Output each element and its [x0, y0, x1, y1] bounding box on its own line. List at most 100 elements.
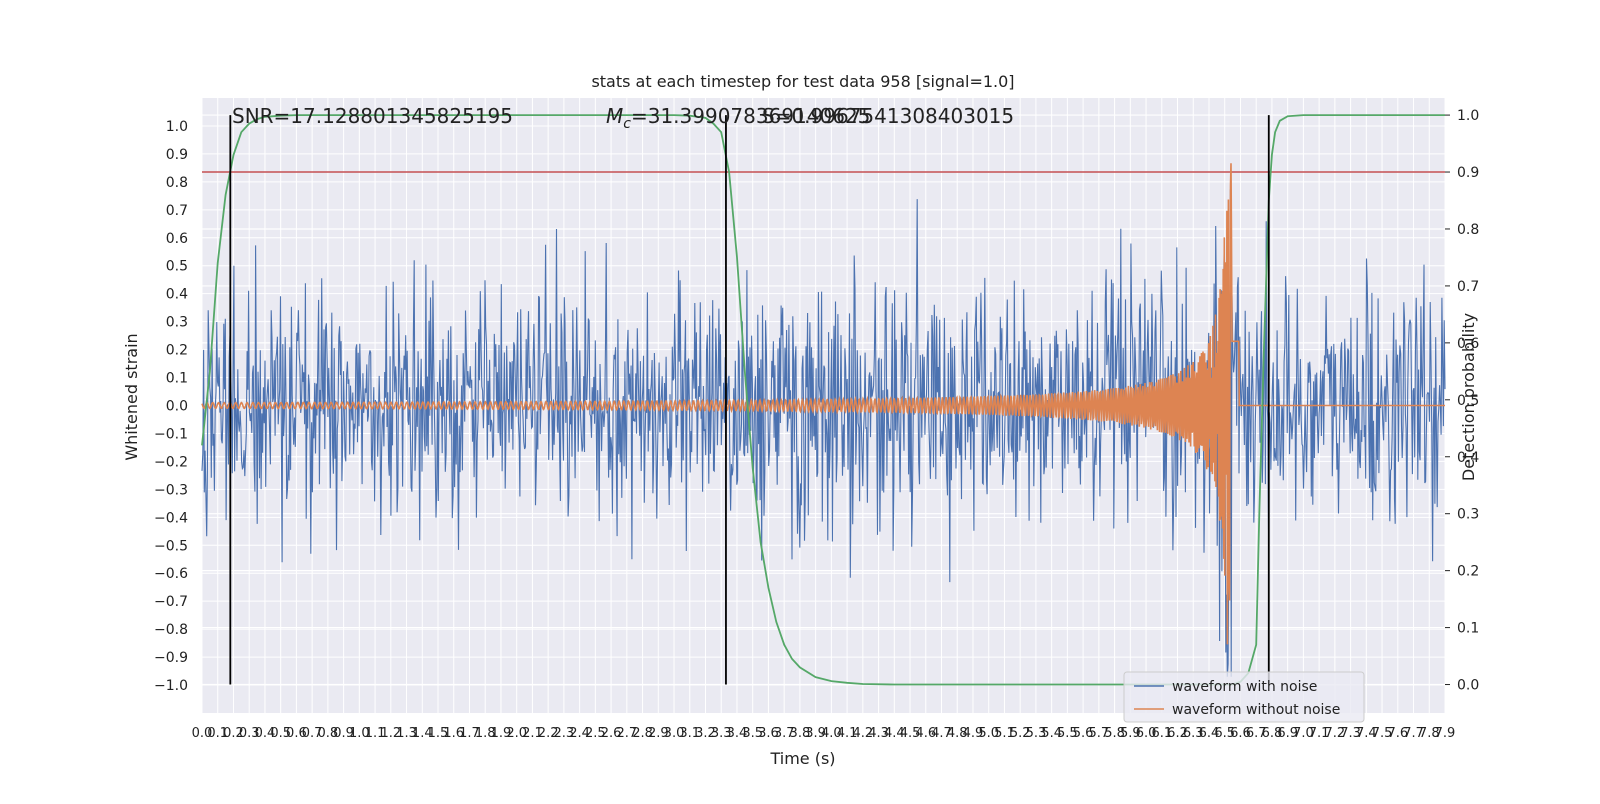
x-tick-label: 3.5 — [742, 726, 763, 741]
x-tick-label: 2.5 — [585, 726, 606, 741]
x-tick-label: 0.7 — [302, 726, 323, 741]
x-tick-label: 7.0 — [1293, 726, 1314, 741]
x-tick-label: 1.1 — [365, 726, 386, 741]
y-tick-label: 1.0 — [166, 119, 188, 135]
x-tick-label: 0.0 — [192, 726, 213, 741]
x-tick-label: 1.4 — [412, 726, 433, 741]
x-tick-label: 5.1 — [994, 726, 1015, 741]
x-tick-label: 1.0 — [349, 726, 370, 741]
x-tick-label: 3.3 — [711, 726, 732, 741]
y-tick-label: 0.6 — [166, 231, 188, 247]
x-tick-label: 4.1 — [837, 726, 858, 741]
x-tick-label: 7.2 — [1325, 726, 1346, 741]
x-tick-label: 7.7 — [1403, 726, 1424, 741]
probability-series-group — [201, 114, 1445, 686]
x-tick-label: 6.7 — [1246, 726, 1267, 741]
x-tick-label: 4.9 — [963, 726, 984, 741]
x-tick-label: 5.8 — [1104, 726, 1125, 741]
x-tick-label: 1.6 — [443, 726, 464, 741]
x-tick-label: 7.1 — [1309, 726, 1330, 741]
x-tick-label: 2.2 — [538, 726, 559, 741]
x-tick-label: 5.2 — [1010, 726, 1031, 741]
y-tick-label: 0.3 — [166, 315, 188, 331]
x-tick-label: 7.9 — [1435, 726, 1456, 741]
y-tick-label: 0.0 — [166, 399, 188, 415]
chirp-mass-annotation: Mc=31.399078369140625 — [606, 104, 870, 132]
x-tick-label: 1.8 — [475, 726, 496, 741]
y-tick-label: 0.8 — [166, 175, 188, 191]
mc-symbol: M — [606, 104, 623, 128]
y-tick-label: −0.5 — [154, 538, 188, 554]
x-tick-label: 5.4 — [1041, 726, 1062, 741]
y-tick-label: −0.2 — [154, 454, 188, 470]
x-tick-label: 0.8 — [318, 726, 339, 741]
x-tick-label: 1.3 — [396, 726, 417, 741]
legend-box — [1123, 671, 1365, 723]
x-tick-label: 3.2 — [695, 726, 716, 741]
x-tick-label: 0.2 — [223, 726, 244, 741]
x-tick-label: 6.5 — [1214, 726, 1235, 741]
y-tick-label: −0.9 — [154, 650, 188, 666]
y2-tick-label: 0.0 — [1457, 678, 1479, 694]
x-tick-label: 2.1 — [522, 726, 543, 741]
clean-series-group — [201, 163, 1445, 645]
y2-tick-label: 0.5 — [1457, 393, 1479, 409]
x-tick-label: 5.3 — [1026, 726, 1047, 741]
y2-tick-label: 0.1 — [1457, 621, 1479, 637]
x-tick-label: 4.0 — [821, 726, 842, 741]
mc-value: =31.399078369140625 — [631, 104, 870, 128]
y-tick-label: 0.7 — [166, 203, 188, 219]
legend-label-noisy: waveform with noise — [1172, 679, 1317, 695]
x-tick-label: 0.4 — [255, 726, 276, 741]
x-tick-label: 1.7 — [459, 726, 480, 741]
y-tick-label: 0.2 — [166, 343, 188, 359]
x-tick-label: 6.4 — [1199, 726, 1220, 741]
x-tick-label: 4.8 — [947, 726, 968, 741]
x-tick-label: 2.4 — [569, 726, 590, 741]
x-tick-label: 6.6 — [1230, 726, 1251, 741]
x-tick-label: 3.4 — [727, 726, 748, 741]
y-tick-label: −0.3 — [154, 482, 188, 498]
x-tick-label: 6.3 — [1183, 726, 1204, 741]
x-tick-label: 5.9 — [1120, 726, 1141, 741]
y-axis-label: Whitened strain — [122, 333, 141, 460]
y-tick-label: −0.4 — [154, 510, 188, 526]
x-tick-label: 2.7 — [616, 726, 637, 741]
x-tick-label: 7.8 — [1419, 726, 1440, 741]
x-tick-label: 3.8 — [790, 726, 811, 741]
x-tick-label: 1.2 — [380, 726, 401, 741]
clean-waveform-line — [201, 163, 1445, 645]
y2-tick-label: 0.6 — [1457, 336, 1479, 352]
y-tick-label: 0.1 — [166, 371, 188, 387]
x-tick-label: 3.0 — [664, 726, 685, 741]
y-tick-label: −0.6 — [154, 566, 188, 582]
y2-tick-label: 0.4 — [1457, 450, 1479, 466]
x-tick-label: 0.9 — [333, 726, 354, 741]
y-tick-label: 0.4 — [166, 287, 188, 303]
x-tick-label: 1.5 — [428, 726, 449, 741]
x-tick-label: 2.6 — [601, 726, 622, 741]
vertical-markers-group — [229, 115, 1270, 685]
x-tick-label: 4.7 — [931, 726, 952, 741]
x-tick-label: 5.6 — [1073, 726, 1094, 741]
y2-tick-label: 0.3 — [1457, 507, 1479, 523]
x-axis-ticks: 0.00.10.20.30.40.50.60.70.80.91.01.11.21… — [192, 726, 1456, 741]
chart-title: stats at each timestep for test data 958… — [591, 72, 1014, 91]
y2-axis-label: Detection probability — [1459, 313, 1478, 481]
overlap-annotation: S=0.9967541308403015 — [762, 104, 1014, 128]
legend-label-clean: waveform without noise — [1172, 702, 1340, 718]
x-axis-label: Time (s) — [769, 749, 835, 768]
x-tick-label: 0.1 — [207, 726, 228, 741]
x-tick-label: 2.0 — [506, 726, 527, 741]
x-tick-label: 6.1 — [1151, 726, 1172, 741]
x-tick-label: 6.2 — [1167, 726, 1188, 741]
snr-annotation: SNR=17.128801345825195 — [232, 104, 513, 128]
x-tick-label: 7.6 — [1387, 726, 1408, 741]
x-tick-label: 3.7 — [774, 726, 795, 741]
x-tick-label: 4.6 — [915, 726, 936, 741]
x-tick-label: 6.8 — [1262, 726, 1283, 741]
y-tick-label: 0.5 — [166, 259, 188, 275]
y-tick-label: −0.7 — [154, 594, 188, 610]
legend: waveform with noise waveform without noi… — [1123, 671, 1365, 723]
